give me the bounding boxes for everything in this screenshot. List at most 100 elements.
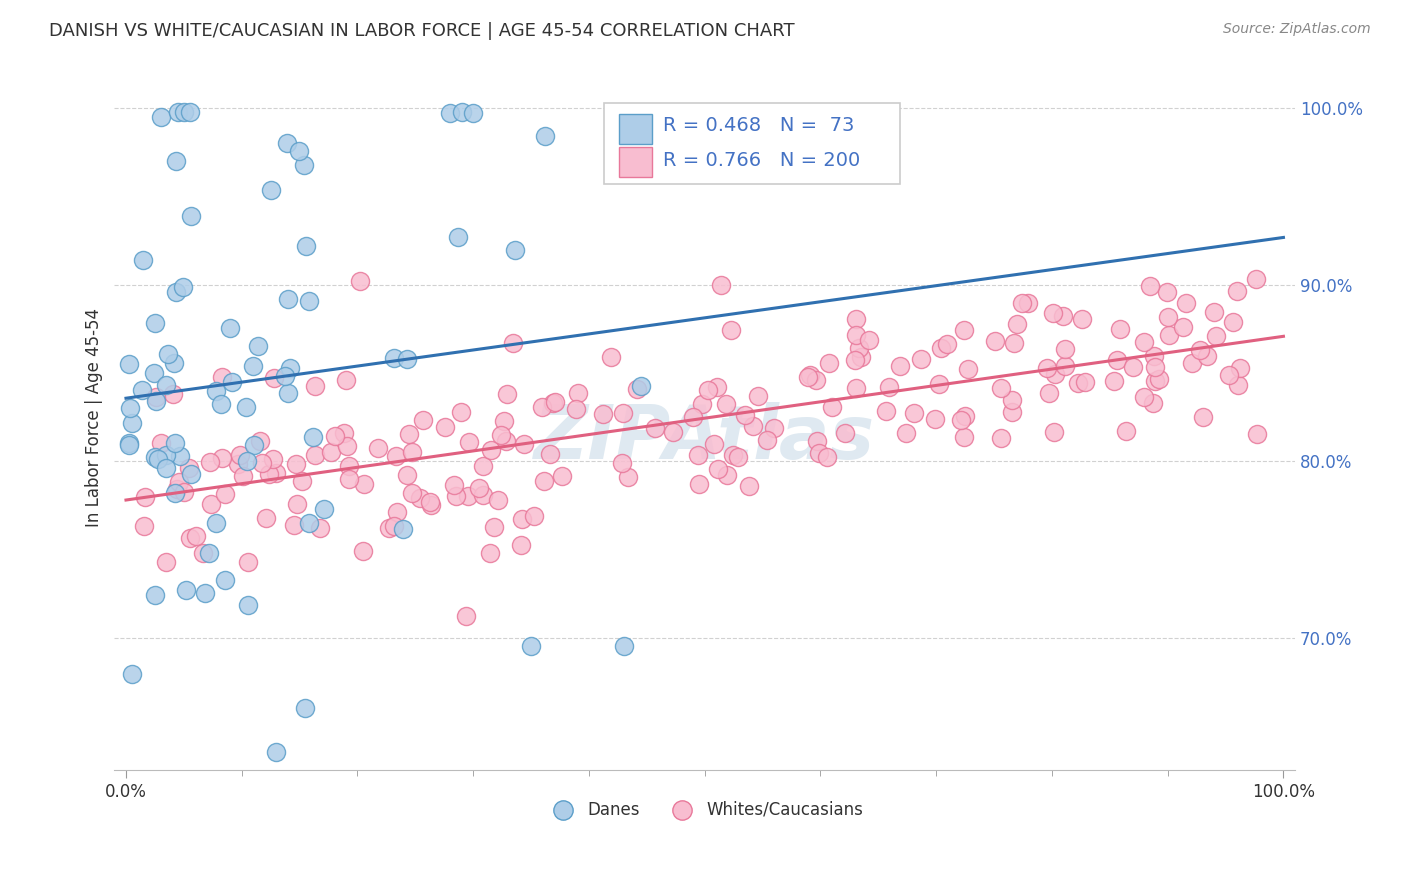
Point <box>502 336 524 351</box>
Point <box>1011 295 1033 310</box>
Point <box>686 448 709 462</box>
Point <box>143 450 166 465</box>
Point <box>799 368 821 383</box>
Point <box>276 136 298 150</box>
Point <box>353 476 375 491</box>
Point <box>1222 314 1244 328</box>
Point <box>533 474 555 488</box>
Point <box>592 407 614 421</box>
Point <box>682 410 704 425</box>
Point <box>298 516 321 530</box>
Point <box>221 375 243 389</box>
Point <box>165 153 187 168</box>
Text: Source: ZipAtlas.com: Source: ZipAtlas.com <box>1223 22 1371 37</box>
Point <box>401 486 423 500</box>
Point <box>889 359 911 373</box>
Point <box>1017 295 1039 310</box>
Point <box>118 436 141 450</box>
Point <box>450 104 472 119</box>
Point <box>457 489 479 503</box>
Point <box>304 448 326 462</box>
Point <box>260 183 283 197</box>
Point <box>278 361 301 376</box>
Point <box>1002 335 1025 350</box>
Point <box>302 430 325 444</box>
Point <box>118 401 141 415</box>
Point <box>482 520 505 534</box>
Point <box>956 361 979 376</box>
Point <box>384 519 406 533</box>
Point <box>398 427 420 442</box>
Point <box>747 389 769 403</box>
Point <box>264 466 287 480</box>
Point <box>1053 342 1076 356</box>
Point <box>1197 349 1219 363</box>
Point <box>288 144 311 158</box>
Point <box>165 436 187 450</box>
Point <box>238 598 260 612</box>
Point <box>1070 312 1092 326</box>
Point <box>756 434 779 448</box>
Point <box>953 409 976 424</box>
Point <box>935 336 957 351</box>
Point <box>148 452 170 467</box>
Point <box>172 279 194 293</box>
Point <box>1246 426 1268 441</box>
Point <box>1066 376 1088 390</box>
Point <box>118 357 141 371</box>
Point <box>1202 305 1225 319</box>
Point <box>385 505 408 519</box>
Point <box>1052 309 1074 323</box>
Point <box>834 426 856 441</box>
Point <box>1105 352 1128 367</box>
Point <box>1189 343 1212 358</box>
Point <box>219 320 242 334</box>
Point <box>495 434 517 448</box>
Point <box>533 128 555 143</box>
Point <box>378 521 401 535</box>
Point <box>1036 360 1059 375</box>
Point <box>174 582 197 597</box>
Point <box>742 419 765 434</box>
Point <box>716 467 738 482</box>
Point <box>1005 317 1028 331</box>
Point <box>950 413 973 427</box>
Point <box>309 521 332 535</box>
Point <box>235 400 257 414</box>
Point <box>382 351 405 365</box>
Legend: Danes, Whites/Caucasians: Danes, Whites/Caucasians <box>538 794 870 825</box>
Point <box>145 588 167 602</box>
Point <box>924 412 946 426</box>
Point <box>247 339 270 353</box>
Point <box>167 104 190 119</box>
Point <box>169 450 191 464</box>
Point <box>155 461 177 475</box>
Point <box>401 445 423 459</box>
Point <box>121 667 143 681</box>
Point <box>177 461 200 475</box>
Point <box>845 328 868 343</box>
Point <box>254 511 277 525</box>
Point <box>352 543 374 558</box>
Point <box>117 437 139 451</box>
Point <box>613 640 636 654</box>
Point <box>952 323 974 337</box>
Point <box>443 478 465 492</box>
Point <box>990 431 1012 445</box>
Text: R = 0.468   N =  73: R = 0.468 N = 73 <box>664 116 855 135</box>
Point <box>143 366 166 380</box>
Point <box>242 359 264 374</box>
Point <box>706 380 728 394</box>
Point <box>333 426 356 441</box>
Point <box>626 382 648 396</box>
Point <box>214 487 236 501</box>
Point <box>468 482 491 496</box>
Point <box>298 294 321 309</box>
Point <box>688 476 710 491</box>
Point <box>145 393 167 408</box>
Point <box>447 230 470 244</box>
Point <box>294 239 316 253</box>
Point <box>238 555 260 569</box>
Point <box>396 468 419 483</box>
Point <box>844 352 866 367</box>
